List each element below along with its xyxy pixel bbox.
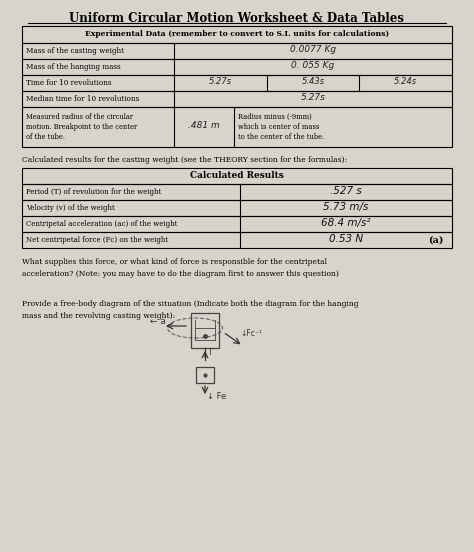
- Text: 0.53 N: 0.53 N: [329, 234, 363, 244]
- Text: Median time for 10 revolutions: Median time for 10 revolutions: [26, 95, 139, 103]
- Text: (a): (a): [428, 236, 444, 245]
- Text: Net centripetal force (Fc) on the weight: Net centripetal force (Fc) on the weight: [26, 236, 168, 244]
- Text: 0. 055 Kg: 0. 055 Kg: [292, 61, 335, 71]
- Bar: [22, 200, 452, 216]
- Text: Centripetal acceleration (ac) of the weight: Centripetal acceleration (ac) of the wei…: [26, 220, 177, 228]
- Text: .481 m: .481 m: [188, 121, 220, 130]
- Text: Experimental Data (remember to convert to S.I. units for calculations): Experimental Data (remember to convert t…: [85, 30, 389, 39]
- Bar: [22, 26, 452, 43]
- Text: Mass of the casting weight: Mass of the casting weight: [26, 47, 124, 55]
- Text: What supplies this force, or what kind of force is responsible for the centripet: What supplies this force, or what kind o…: [22, 258, 339, 278]
- Text: Measured radius of the circular
motion. Breakpoint to the center
of the tube.: Measured radius of the circular motion. …: [26, 113, 137, 141]
- Text: 5.43s: 5.43s: [301, 77, 325, 87]
- Text: 0.0077 Kg: 0.0077 Kg: [290, 45, 336, 55]
- Text: Calculated Results: Calculated Results: [190, 172, 284, 181]
- Text: ← a: ← a: [150, 317, 166, 326]
- Text: Uniform Circular Motion Worksheet & Data Tables: Uniform Circular Motion Worksheet & Data…: [70, 12, 404, 25]
- Text: .527 s: .527 s: [330, 186, 362, 196]
- Text: Radius minus (-9mm)
which is center of mass
to the center of the tube.: Radius minus (-9mm) which is center of m…: [238, 113, 324, 141]
- Text: Velocity (v) of the weight: Velocity (v) of the weight: [26, 204, 115, 212]
- Text: Mass of the hanging mass: Mass of the hanging mass: [26, 63, 120, 71]
- Bar: [22, 232, 452, 248]
- Text: ↓ Fe: ↓ Fe: [207, 392, 226, 401]
- Bar: [22, 91, 452, 107]
- Bar: [22, 59, 452, 75]
- Text: 5.24s: 5.24s: [394, 77, 417, 87]
- Bar: [22, 107, 452, 147]
- Text: 5.73 m/s: 5.73 m/s: [323, 202, 369, 212]
- Text: 5.27s: 5.27s: [301, 93, 326, 103]
- Text: Time for 10 revolutions: Time for 10 revolutions: [26, 79, 111, 87]
- Bar: [22, 43, 452, 59]
- Bar: [22, 216, 452, 232]
- Bar: [22, 168, 452, 184]
- Text: Period (T) of revolution for the weight: Period (T) of revolution for the weight: [26, 188, 161, 196]
- Text: Calculated results for the casting weight (see the THEORY section for the formul: Calculated results for the casting weigh…: [22, 156, 347, 164]
- Text: ↓Fc⁻¹: ↓Fc⁻¹: [240, 329, 262, 338]
- Bar: [22, 75, 452, 91]
- Text: 5.27s: 5.27s: [209, 77, 232, 87]
- Text: 68.4 m/s²: 68.4 m/s²: [321, 218, 371, 228]
- Bar: [22, 184, 452, 200]
- Text: Provide a free-body diagram of the situation (Indicate both the diagram for the : Provide a free-body diagram of the situa…: [22, 300, 359, 320]
- Bar: [191, 313, 219, 348]
- Text: T: T: [207, 348, 212, 357]
- Bar: [196, 367, 214, 383]
